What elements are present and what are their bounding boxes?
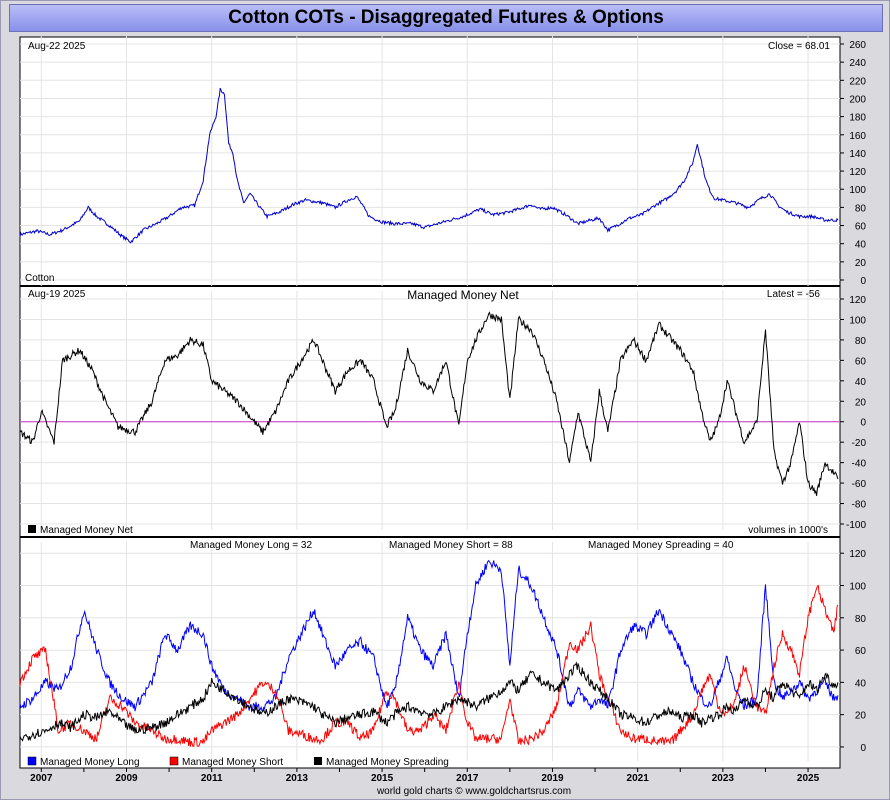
y-tick-label: 220 — [849, 76, 866, 87]
legend-spreading-label: Managed Money Spreading — [326, 757, 449, 768]
y-tick-label: 40 — [855, 377, 867, 388]
title-bar: Cotton COTs - Disaggregated Futures & Op… — [9, 4, 883, 32]
price-date-label: Aug-22 2025 — [28, 41, 86, 52]
y-tick-label: 40 — [855, 678, 867, 689]
x-tick-label: 2023 — [712, 773, 735, 784]
y-tick-label: 40 — [855, 240, 867, 251]
legend-short-label: Managed Money Short — [182, 757, 283, 768]
y-tick-label: 100 — [849, 315, 866, 326]
y-tick-label: -20 — [852, 438, 867, 449]
legend-short-swatch — [169, 756, 179, 766]
net-panel-title: Managed Money Net — [407, 288, 519, 302]
series-line-managed-money-net — [19, 311, 839, 496]
y-tick-label: 120 — [849, 295, 866, 306]
y-tick-label: -80 — [852, 500, 867, 511]
series-layer — [19, 87, 839, 747]
series-line-cotton — [19, 87, 839, 244]
short-value-label: Managed Money Short = 88 — [389, 540, 513, 551]
net-legend-swatch — [28, 525, 36, 533]
series-line-managed-money-short — [19, 584, 839, 747]
price-series-label: Cotton — [25, 273, 54, 284]
y-tick-label: 20 — [855, 397, 867, 408]
x-tick-label: 2011 — [201, 773, 223, 784]
x-tick-label: 2025 — [797, 773, 820, 784]
x-tick-label: 2021 — [627, 773, 650, 784]
y-tick-label: 60 — [855, 646, 867, 657]
legend-long-label: Managed Money Long — [40, 757, 140, 768]
net-date-label: Aug-19 2025 — [28, 289, 86, 300]
net-legend-label: Managed Money Net — [40, 525, 133, 536]
y-tick-label: 80 — [855, 203, 867, 214]
y-tick-label: 80 — [855, 614, 867, 625]
axis-layer: 2007 2009 2011 2013 2015 2017 2019 2021 2023 2025… — [30, 40, 866, 784]
y-tick-label: 180 — [849, 113, 866, 124]
y-tick-label: 240 — [849, 58, 866, 69]
series-line-managed-money-spreading — [19, 661, 839, 742]
price-panel — [19, 36, 841, 287]
y-tick-label: -40 — [852, 459, 867, 470]
x-tick-label: 2013 — [286, 773, 309, 784]
y-tick-label: 260 — [849, 40, 866, 51]
y-tick-label: 20 — [855, 711, 867, 722]
y-tick-label: 80 — [855, 336, 867, 347]
y-tick-label: 0 — [860, 418, 866, 429]
x-tick-label: 2019 — [541, 773, 564, 784]
chart-title: Cotton COTs - Disaggregated Futures & Op… — [228, 7, 664, 28]
x-tick-label: 2009 — [115, 773, 138, 784]
price-close-label: Close = 68.01 — [768, 41, 830, 52]
y-tick-label: 60 — [855, 222, 867, 233]
y-tick-label: 60 — [855, 356, 867, 367]
y-tick-label: 120 — [849, 549, 866, 560]
spreading-value-label: Managed Money Spreading = 40 — [588, 540, 734, 551]
y-tick-label: 0 — [860, 743, 866, 754]
components-panel — [19, 536, 841, 769]
y-tick-label: 100 — [849, 582, 866, 593]
y-tick-label: 120 — [849, 167, 866, 178]
y-tick-label: -60 — [852, 479, 867, 490]
units-note: volumes in 1000's — [748, 525, 828, 536]
legend-long-swatch — [27, 756, 37, 766]
x-tick-label: 2017 — [456, 773, 479, 784]
y-tick-label: -100 — [846, 520, 866, 531]
y-tick-label: 100 — [849, 185, 866, 196]
y-tick-label: 20 — [855, 258, 867, 269]
x-tick-label: 2015 — [371, 773, 394, 784]
net-panel — [19, 285, 841, 538]
legend-spreading-swatch — [314, 757, 322, 765]
series-line-managed-money-long — [19, 559, 839, 712]
y-tick-label: 140 — [849, 149, 866, 160]
y-tick-label: 160 — [849, 131, 866, 142]
net-latest-label: Latest = -56 — [767, 289, 821, 300]
footer-credit: world gold charts © www.goldchartsrus.co… — [376, 786, 571, 797]
grid-layer — [20, 36, 840, 761]
long-value-label: Managed Money Long = 32 — [190, 540, 312, 551]
y-tick-label: 0 — [860, 276, 866, 287]
x-tick-label: 2007 — [30, 773, 53, 784]
y-tick-label: 200 — [849, 94, 866, 105]
